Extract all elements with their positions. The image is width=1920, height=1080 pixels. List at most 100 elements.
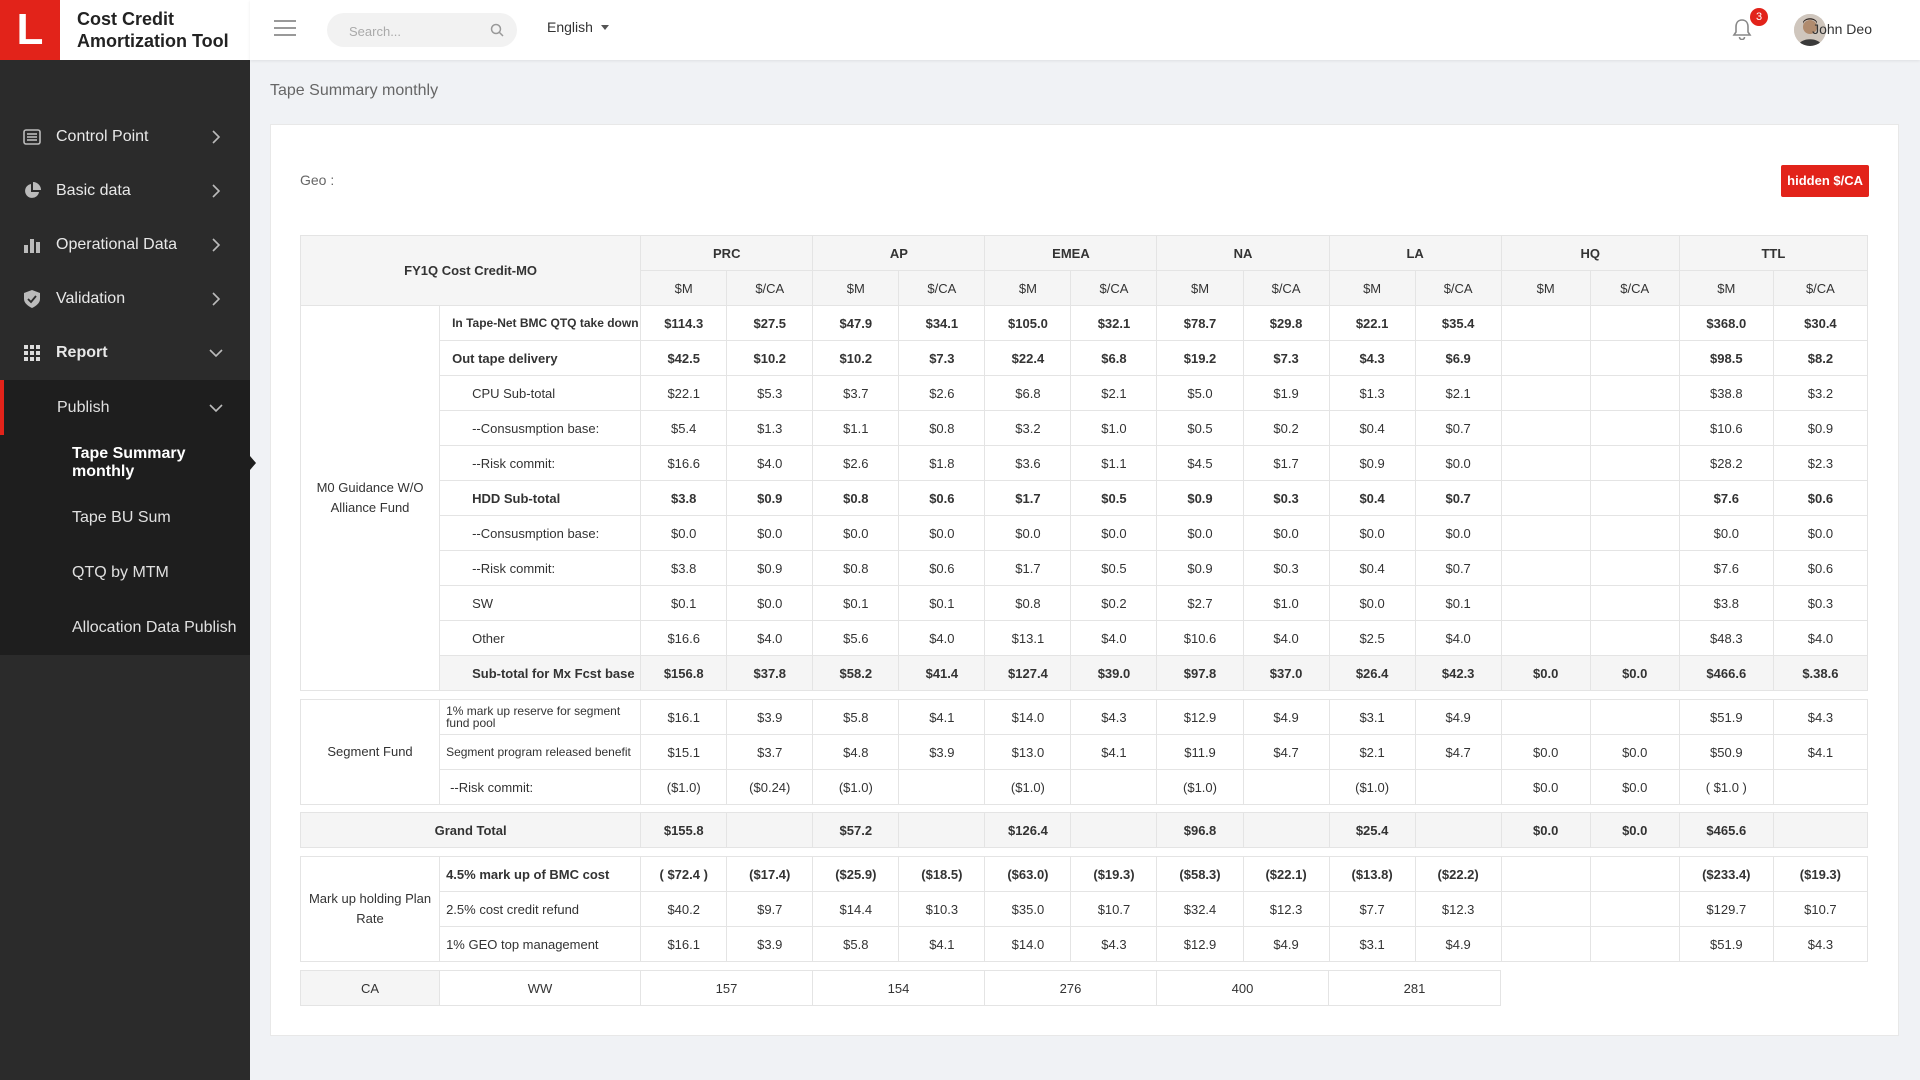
value-cell <box>1772 812 1869 848</box>
hidden-ca-button[interactable]: hidden $/CA <box>1781 165 1869 197</box>
value-cell: $3.1 <box>1328 699 1416 735</box>
value-cell: $38.8 <box>1678 375 1774 411</box>
ca-value-cell: 276 <box>984 970 1157 1006</box>
value-cell: $30.4 <box>1772 305 1869 341</box>
bell-icon[interactable] <box>1732 18 1754 41</box>
value-cell: $368.0 <box>1678 305 1774 341</box>
value-cell: $4.1 <box>898 699 986 735</box>
value-cell: $29.8 <box>1242 305 1330 341</box>
value-cell: $0.0 <box>1070 515 1158 551</box>
value-cell: $35.0 <box>984 891 1072 927</box>
brand: L Cost Credit Amortization Tool <box>0 0 250 60</box>
caret-down-icon <box>600 24 609 30</box>
value-cell: $10.7 <box>1772 891 1869 927</box>
value-cell: $0.0 <box>1242 515 1330 551</box>
row-label: --Consusmption base: <box>439 515 642 551</box>
value-cell: $114.3 <box>640 305 728 341</box>
value-cell <box>1589 856 1680 892</box>
value-cell: ($25.9) <box>812 856 900 892</box>
search-input[interactable] <box>347 13 481 49</box>
sidebar-item-basic-data[interactable]: Basic data <box>0 164 250 218</box>
value-cell: $3.9 <box>726 926 814 962</box>
value-cell: $10.2 <box>812 340 900 376</box>
value-cell <box>1500 305 1591 341</box>
unit-header: $M <box>1156 270 1244 306</box>
value-cell <box>1242 812 1330 848</box>
value-cell: $35.4 <box>1414 305 1502 341</box>
value-cell: $5.8 <box>812 926 900 962</box>
sidebar-item-operational-data[interactable]: Operational Data <box>0 218 250 272</box>
value-cell: $15.1 <box>640 734 728 770</box>
sidebar-item-report[interactable]: Report <box>0 326 250 380</box>
value-cell: $10.6 <box>1156 620 1244 656</box>
sidebar-item-allocation-data-publish[interactable]: Allocation Data Publish <box>72 618 237 636</box>
user-name[interactable]: John Deo <box>1812 21 1872 37</box>
value-cell <box>1500 340 1591 376</box>
value-cell: $7.7 <box>1328 891 1416 927</box>
sidebar-item-tape-summary-monthly[interactable]: Tape Summary monthly <box>0 435 256 490</box>
value-cell: $16.6 <box>640 620 728 656</box>
value-cell: $4.9 <box>1242 926 1330 962</box>
row-label: In Tape-Net BMC QTQ take down <box>439 305 642 341</box>
unit-header: $M <box>1500 270 1591 306</box>
row-label: Other <box>439 620 642 656</box>
value-cell: $4.7 <box>1242 734 1330 770</box>
table-row: Other $16.6 $4.0 $5.6 $4.0 $13.1 $4.0 $10.6 $4.0… <box>301 620 1869 656</box>
grand-total-row: Grand Total $155.8 $57.2 $126.4 $96.8 $25.4 $0… <box>299 812 1869 848</box>
sidebar-item-control-point[interactable]: Control Point <box>0 110 250 164</box>
sidebar-item-tape-bu-sum[interactable]: Tape BU Sum <box>72 508 171 526</box>
value-cell: ( $72.4 ) <box>640 856 728 892</box>
value-cell: $28.2 <box>1678 445 1774 481</box>
value-cell: $0.0 <box>1500 812 1591 848</box>
sidebar-item-qtq-by-mtm[interactable]: QTQ by MTM <box>72 563 169 581</box>
value-cell: $4.0 <box>726 620 814 656</box>
value-cell: $7.6 <box>1678 550 1774 586</box>
row-label: 1% GEO top management <box>439 926 642 962</box>
value-cell: $5.3 <box>726 375 814 411</box>
table-row: 1% GEO top management $16.1 $3.9 $5.8 $4.1 $1… <box>301 926 1869 962</box>
value-cell: $0.0 <box>726 515 814 551</box>
value-cell <box>1589 926 1680 962</box>
chevron-right-icon <box>204 238 228 252</box>
value-cell: $51.9 <box>1678 926 1774 962</box>
menu-toggle-icon[interactable] <box>274 19 296 39</box>
region-header-prc: PRC <box>640 235 814 271</box>
value-cell: $6.9 <box>1414 340 1502 376</box>
language-select[interactable]: English <box>547 19 609 35</box>
value-cell: $4.1 <box>1772 734 1869 770</box>
sidebar-item-validation[interactable]: Validation <box>0 272 250 326</box>
value-cell: $4.0 <box>1414 620 1502 656</box>
value-cell <box>1589 410 1680 446</box>
value-cell: $2.1 <box>1070 375 1158 411</box>
avatar[interactable] <box>1794 14 1826 46</box>
value-cell: $0.0 <box>1414 515 1502 551</box>
value-cell: $2.6 <box>898 375 986 411</box>
region-header-hq: HQ <box>1500 235 1680 271</box>
table-row: 2.5% cost credit refund $40.2 $9.7 $14.4 $10… <box>301 891 1869 927</box>
value-cell: $6.8 <box>984 375 1072 411</box>
sidebar-item-publish[interactable]: Publish <box>0 380 250 435</box>
bar-chart-icon <box>22 235 42 255</box>
value-cell <box>1589 620 1680 656</box>
value-cell: $4.1 <box>1070 734 1158 770</box>
value-cell: $96.8 <box>1156 812 1244 848</box>
search-icon[interactable] <box>490 23 504 42</box>
value-cell <box>1772 769 1869 805</box>
value-cell: $127.4 <box>984 655 1072 691</box>
unit-header: $M <box>984 270 1072 306</box>
app-logo[interactable]: L <box>0 0 60 60</box>
value-cell: $58.2 <box>812 655 900 691</box>
value-cell <box>1589 515 1680 551</box>
value-cell <box>726 812 814 848</box>
value-cell: $0.6 <box>898 480 986 516</box>
value-cell: $4.9 <box>1242 699 1330 735</box>
value-cell: ($17.4) <box>726 856 814 892</box>
value-cell: $0.9 <box>1156 480 1244 516</box>
value-cell <box>1070 769 1158 805</box>
shield-icon <box>22 289 42 309</box>
row-label: CPU Sub-total <box>439 375 642 411</box>
value-cell: $5.0 <box>1156 375 1244 411</box>
unit-header: $/CA <box>1589 270 1680 306</box>
value-cell: $3.8 <box>1678 585 1774 621</box>
app-title: Cost Credit Amortization Tool <box>77 9 229 51</box>
